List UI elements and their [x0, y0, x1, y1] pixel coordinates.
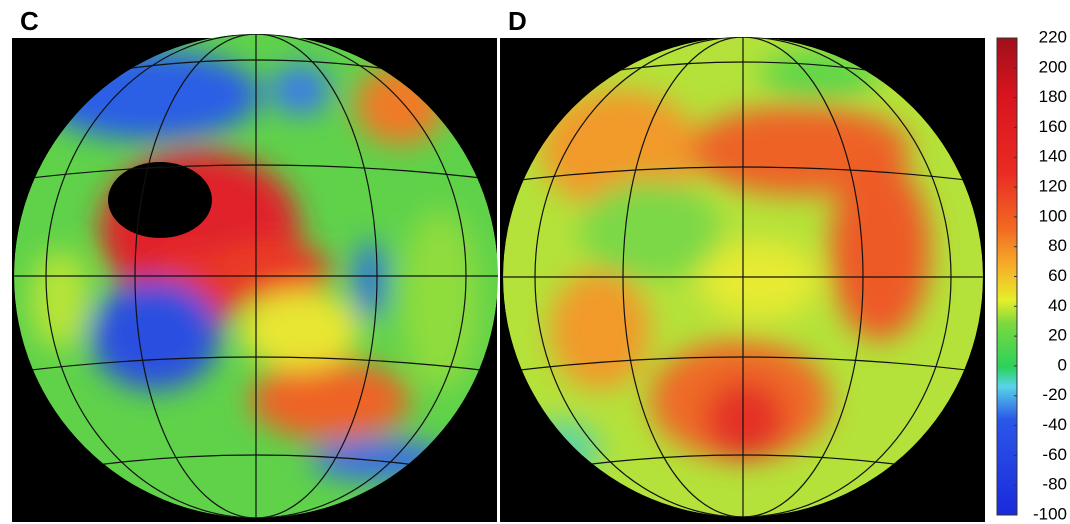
tick-label: -60 [1042, 445, 1067, 464]
tick-label: -80 [1042, 475, 1067, 494]
tick-label: 100 [1039, 206, 1067, 225]
tick-label: 0 [1058, 355, 1067, 374]
tick-label: 160 [1039, 117, 1067, 136]
tick-label: 120 [1039, 177, 1067, 196]
figure: C D [0, 0, 1070, 524]
panel-label: C [20, 6, 39, 36]
tick-label: 180 [1039, 87, 1067, 106]
tick-label: -20 [1042, 385, 1067, 404]
panel-label: D [508, 6, 527, 36]
tick-label: 40 [1048, 296, 1067, 315]
tick-label: -40 [1042, 415, 1067, 434]
tick-label: 220 [1039, 27, 1067, 46]
tick-label: 140 [1039, 147, 1067, 166]
tick-label: 200 [1039, 57, 1067, 76]
tick-label: 60 [1048, 266, 1067, 285]
tick-label: -100 [1033, 504, 1067, 523]
tick-label: 20 [1048, 326, 1067, 345]
map-c [14, 34, 498, 518]
map-d [503, 37, 983, 517]
tick-label: 80 [1048, 236, 1067, 255]
colorbar-ticks: -100 -80 -60 -40 -20 0 20 40 60 80 100 120 140 160 180… [1014, 27, 1067, 523]
